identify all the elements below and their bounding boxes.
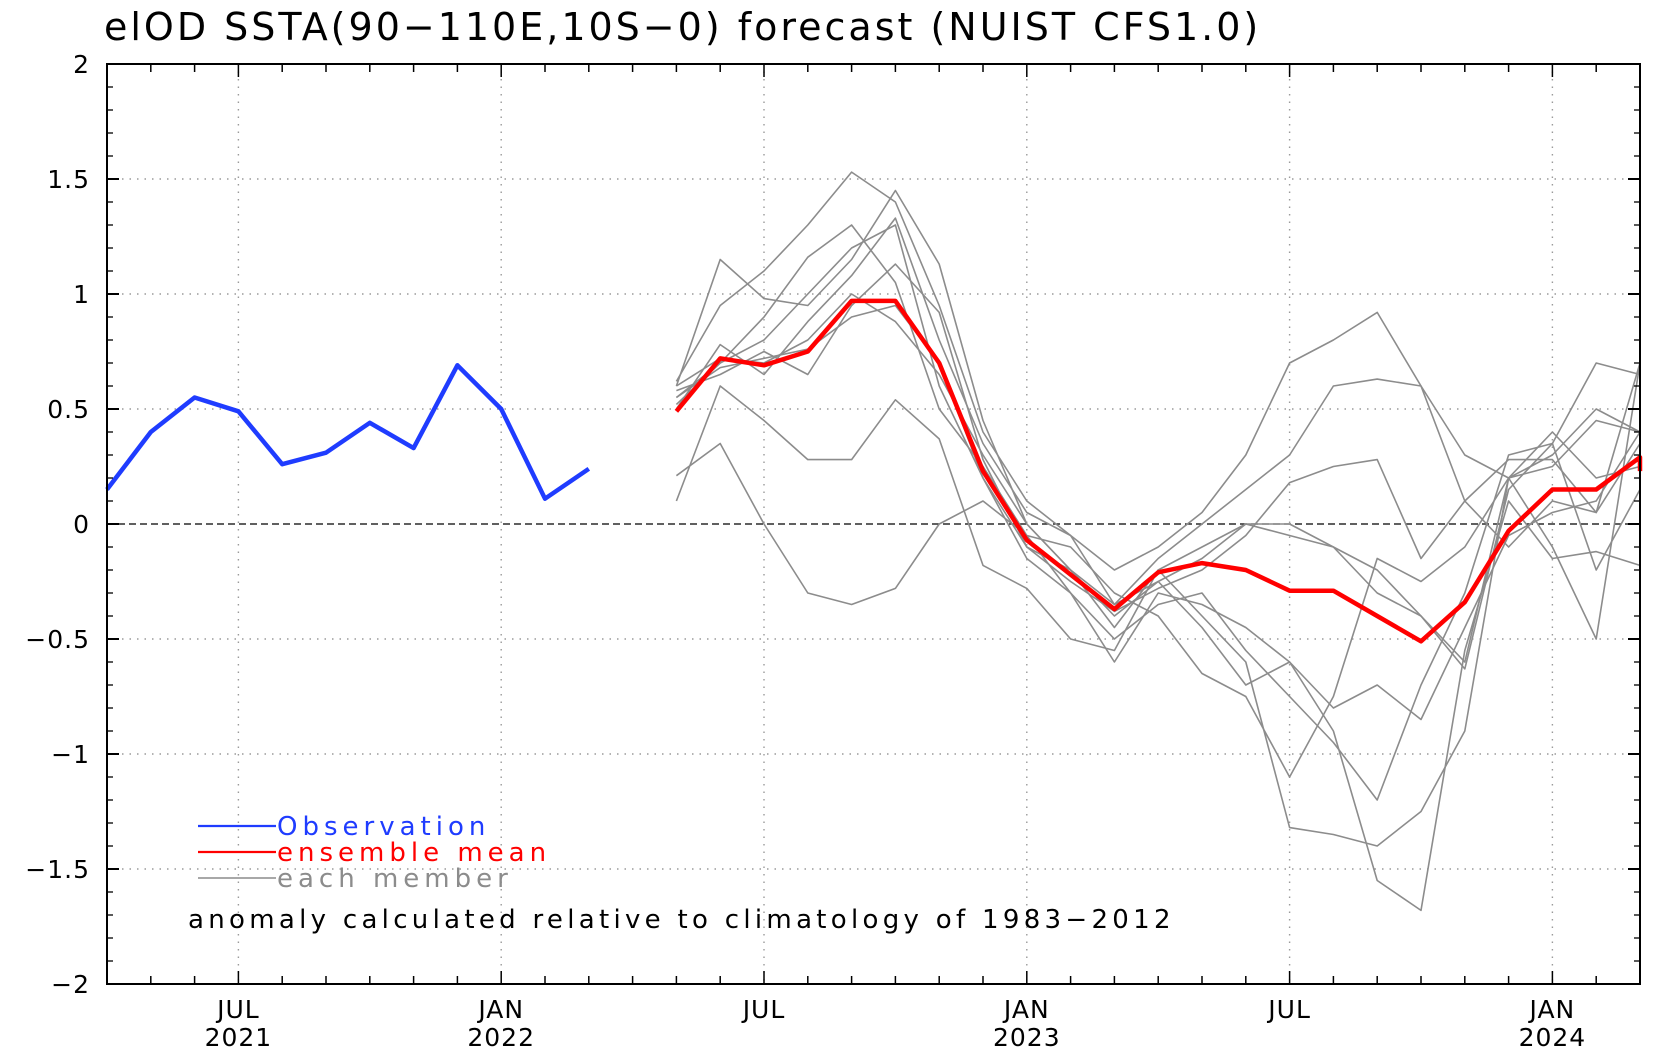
legend-label-ensemble_mean: ensemble mean bbox=[277, 838, 551, 868]
y-axis: 2 1.5 1 0.5 0 −0.5 −1 −1.5 −2 bbox=[25, 50, 1640, 999]
climatology-note: anomaly calculated relative to climatolo… bbox=[188, 905, 1175, 935]
member-line-2 bbox=[675, 171, 1641, 670]
member-line-1 bbox=[675, 189, 1641, 663]
observation-line bbox=[105, 363, 591, 501]
member-line-3 bbox=[675, 419, 1641, 778]
member-line-6 bbox=[675, 217, 1641, 571]
y-tick-label: −1.5 bbox=[25, 855, 90, 884]
ensemble-mean-series bbox=[674, 298, 1643, 644]
y-tick-label: −0.5 bbox=[25, 625, 90, 654]
y-tick-label: 2 bbox=[73, 50, 90, 79]
observation-series bbox=[105, 363, 591, 501]
ensemble-mean-line bbox=[674, 298, 1643, 644]
x-tick-label-year: 2021 bbox=[205, 1023, 273, 1052]
member-line-8 bbox=[675, 224, 1641, 801]
x-tick-label-year: 2023 bbox=[993, 1023, 1061, 1052]
x-tick-label-year: 2022 bbox=[467, 1023, 535, 1052]
member-lines bbox=[675, 171, 1641, 912]
member-line-5 bbox=[675, 224, 1641, 606]
legend-label-member: each member bbox=[277, 864, 513, 894]
x-tick-label-month: JUL bbox=[1266, 995, 1311, 1024]
grid bbox=[107, 64, 1640, 984]
y-tick-label: −2 bbox=[51, 970, 90, 999]
member-line-7 bbox=[676, 263, 1641, 613]
chart-title: elOD SSTA(90−110E,10S−0) forecast (NUIST… bbox=[104, 5, 1261, 49]
member-line-9 bbox=[675, 293, 1641, 912]
legend-label-observation: Observation bbox=[277, 812, 490, 842]
x-tick-label-month: JAN bbox=[476, 995, 524, 1024]
y-tick-label: 1.5 bbox=[47, 165, 90, 194]
x-tick-label-year: 2024 bbox=[1519, 1023, 1587, 1052]
x-tick-label-month: JAN bbox=[1002, 995, 1050, 1024]
y-tick-label: 0.5 bbox=[47, 395, 90, 424]
member-line-10 bbox=[675, 304, 1641, 721]
x-tick-label-month: JUL bbox=[215, 995, 260, 1024]
y-tick-label: −1 bbox=[51, 740, 90, 769]
y-tick-label: 0 bbox=[73, 510, 90, 539]
x-tick-label-month: JUL bbox=[741, 995, 786, 1024]
x-tick-label-month: JAN bbox=[1528, 995, 1576, 1024]
y-tick-label: 1 bbox=[73, 280, 90, 309]
member-line-4 bbox=[675, 362, 1641, 847]
